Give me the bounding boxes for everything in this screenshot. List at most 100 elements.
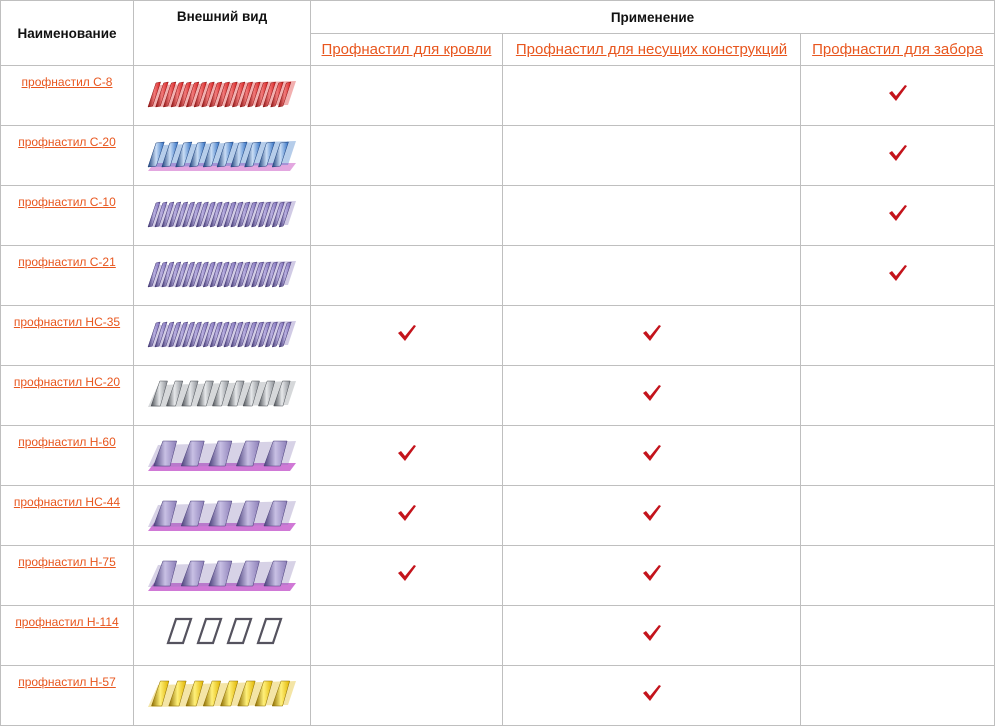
cell-load — [502, 605, 801, 666]
table-row: профнастил С-20 — [0, 125, 995, 186]
profile-sheet-purple-icon — [147, 261, 296, 288]
cell-view — [133, 245, 311, 306]
check-icon — [888, 205, 907, 221]
product-link[interactable]: профнастил С-10 — [18, 195, 116, 209]
table-row: профнастил С-21 — [0, 245, 995, 306]
header-application: Применение — [310, 0, 995, 34]
cell-fence — [800, 665, 995, 726]
check-icon — [397, 565, 416, 581]
table-row: профнастил Н-114 — [0, 605, 995, 666]
cell-view — [133, 425, 311, 486]
cell-name: профнастил Н-114 — [0, 605, 134, 666]
check-icon — [888, 145, 907, 161]
link-fence[interactable]: Профнастил для забора — [812, 41, 983, 58]
cell-name: профнастил НС-35 — [0, 305, 134, 366]
link-roof[interactable]: Профнастил для кровли — [321, 41, 492, 58]
check-icon — [642, 385, 661, 401]
product-link[interactable]: профнастил Н-57 — [18, 675, 116, 689]
cell-roof — [310, 125, 503, 186]
cell-load — [502, 365, 801, 426]
product-link[interactable]: профнастил Н-75 — [18, 555, 116, 569]
cell-fence — [800, 65, 995, 126]
product-link[interactable]: профнастил С-8 — [21, 75, 113, 89]
cell-view — [133, 485, 311, 546]
cell-view — [133, 545, 311, 606]
cell-name: профнастил С-10 — [0, 185, 134, 246]
cell-roof — [310, 545, 503, 606]
cell-load — [502, 305, 801, 366]
table-row: профнастил Н-60 — [0, 425, 995, 486]
cell-name: профнастил НС-44 — [0, 485, 134, 546]
cell-name: профнастил С-21 — [0, 245, 134, 306]
table-row: профнастил С-8 — [0, 65, 995, 126]
cell-name: профнастил НС-20 — [0, 365, 134, 426]
cell-fence — [800, 305, 995, 366]
cell-view — [133, 65, 311, 126]
cell-name: профнастил С-8 — [0, 65, 134, 126]
link-load-bearing[interactable]: Профнастил для несущих конструкций — [515, 41, 788, 58]
product-link[interactable]: профнастил НС-20 — [13, 375, 121, 389]
profile-sheet-grey-icon — [148, 380, 296, 407]
cell-roof — [310, 485, 503, 546]
cell-view — [133, 125, 311, 186]
table-row: профнастил Н-75 — [0, 545, 995, 606]
check-icon — [888, 85, 907, 101]
check-icon — [397, 505, 416, 521]
cell-load — [502, 65, 801, 126]
check-icon — [642, 685, 661, 701]
cell-roof — [310, 65, 503, 126]
table-row: профнастил Н-57 — [0, 665, 995, 726]
product-link[interactable]: профнастил НС-44 — [13, 495, 121, 509]
check-icon — [642, 625, 661, 641]
cell-name: профнастил С-20 — [0, 125, 134, 186]
cell-load — [502, 245, 801, 306]
table-row: профнастил НС-35 — [0, 305, 995, 366]
cell-view — [133, 305, 311, 366]
product-link[interactable]: профнастил НС-35 — [13, 315, 121, 329]
cell-load — [502, 485, 801, 546]
check-icon — [642, 505, 661, 521]
cell-fence — [800, 125, 995, 186]
check-icon — [642, 445, 661, 461]
check-icon — [397, 445, 416, 461]
check-icon — [888, 265, 907, 281]
cell-fence — [800, 365, 995, 426]
cell-load — [502, 125, 801, 186]
cell-roof — [310, 245, 503, 306]
cell-load — [502, 545, 801, 606]
cell-roof — [310, 365, 503, 426]
profile-sheet-purple-icon — [147, 321, 296, 348]
cell-fence — [800, 545, 995, 606]
product-link[interactable]: профнастил Н-60 — [18, 435, 116, 449]
header-name: Наименование — [0, 0, 134, 66]
cell-view — [133, 365, 311, 426]
cell-load — [502, 425, 801, 486]
cell-fence — [800, 425, 995, 486]
profile-sheet-blue-icon — [147, 141, 296, 171]
cell-name: профнастил Н-60 — [0, 425, 134, 486]
cell-fence — [800, 485, 995, 546]
table-row: профнастил С-10 — [0, 185, 995, 246]
check-icon — [642, 325, 661, 341]
cell-fence — [800, 185, 995, 246]
profile-sheet-purple-icon — [147, 201, 296, 228]
profile-sheet-trapezoid-icon — [148, 500, 296, 531]
cell-roof — [310, 305, 503, 366]
cell-roof — [310, 665, 503, 726]
cell-fence — [800, 605, 995, 666]
cell-view — [133, 185, 311, 246]
header-view: Внешний вид — [133, 0, 311, 66]
cell-roof — [310, 605, 503, 666]
table-row: профнастил НС-44 — [0, 485, 995, 546]
product-link[interactable]: профнастил С-20 — [18, 135, 116, 149]
product-link[interactable]: профнастил Н-114 — [15, 615, 119, 629]
product-link[interactable]: профнастил С-21 — [18, 255, 116, 269]
cell-view — [133, 665, 311, 726]
cell-name: профнастил Н-57 — [0, 665, 134, 726]
profile-sheet-trapezoid-icon — [148, 440, 296, 471]
check-icon — [397, 325, 416, 341]
table-row: профнастил НС-20 — [0, 365, 995, 426]
profile-sheet-red-icon — [147, 81, 296, 108]
check-icon — [642, 565, 661, 581]
